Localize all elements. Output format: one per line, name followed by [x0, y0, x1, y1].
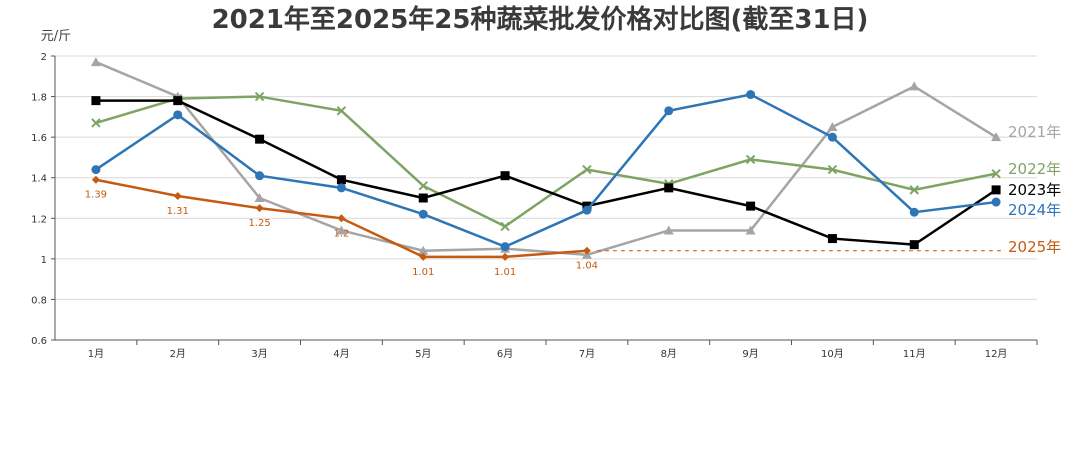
data-point — [255, 204, 264, 213]
data-label: 1.01 — [412, 267, 434, 278]
data-point — [991, 132, 1002, 142]
data-point — [337, 214, 346, 223]
data-point — [336, 175, 346, 185]
data-point — [500, 171, 510, 181]
y-tick-label: 2 — [41, 52, 47, 63]
y-tick-label: 1.8 — [31, 93, 47, 104]
x-tick-label: 3月 — [251, 348, 267, 360]
data-label: 1.39 — [85, 190, 107, 201]
data-point — [745, 225, 756, 235]
data-point — [336, 183, 346, 193]
y-tick-label: 1.6 — [31, 133, 47, 144]
y-axis-label: 元/斤 — [41, 29, 71, 44]
data-point — [91, 165, 101, 175]
data-point — [255, 134, 265, 144]
data-point — [500, 242, 510, 252]
data-point — [991, 168, 1001, 179]
x-tick-label: 11月 — [903, 348, 926, 360]
data-label: 1.01 — [494, 267, 516, 278]
data-label: 1.04 — [576, 261, 598, 272]
data-point — [664, 106, 674, 116]
x-tick-label: 2月 — [170, 348, 186, 360]
data-point — [909, 185, 919, 195]
data-point — [745, 154, 756, 165]
data-point — [746, 90, 756, 100]
data-label: 1.31 — [167, 206, 189, 217]
data-point — [827, 132, 837, 142]
series-line-2022年 — [95, 95, 997, 228]
data-label: 1.25 — [248, 218, 270, 229]
data-point — [419, 252, 428, 261]
data-point — [91, 118, 101, 128]
legend-label-2023年: 2023年 — [1008, 181, 1061, 199]
x-tick-label: 9月 — [742, 348, 758, 360]
y-tick-label: 0.6 — [31, 336, 47, 347]
data-point — [418, 245, 429, 255]
data-point — [336, 106, 347, 116]
data-point — [909, 240, 919, 250]
data-point — [90, 57, 101, 67]
data-point — [91, 175, 100, 184]
legend-label-2021年: 2021年 — [1008, 123, 1061, 141]
data-point — [827, 234, 837, 244]
x-tick-label: 4月 — [333, 348, 349, 360]
legend-label-2022年: 2022年 — [1008, 160, 1061, 178]
data-point — [173, 191, 182, 200]
data-point — [418, 209, 428, 219]
x-tick-label: 5月 — [415, 348, 431, 360]
legend-label-2025年: 2025年 — [1008, 238, 1061, 256]
data-point — [663, 225, 674, 235]
x-tick-label: 1月 — [88, 348, 104, 360]
data-point — [909, 207, 919, 217]
data-point — [418, 181, 428, 191]
y-tick-label: 1 — [41, 255, 47, 266]
x-tick-label: 12月 — [985, 348, 1008, 360]
data-point — [582, 205, 592, 215]
legend-label-2024年: 2024年 — [1008, 201, 1061, 219]
data-point — [582, 246, 591, 255]
data-point — [909, 81, 920, 91]
data-point — [991, 185, 1001, 195]
data-point — [500, 221, 510, 232]
data-point — [254, 193, 265, 202]
x-tick-label: 10月 — [821, 348, 844, 360]
series-line-2023年 — [95, 99, 997, 246]
data-point — [418, 193, 428, 203]
data-point — [827, 164, 838, 175]
y-tick-label: 1.4 — [31, 174, 47, 185]
data-point — [746, 201, 756, 211]
data-label: 1.2 — [333, 228, 349, 239]
data-point — [91, 96, 101, 106]
data-point — [336, 225, 347, 235]
y-tick-label: 1.2 — [31, 214, 47, 225]
y-tick-label: 0.8 — [31, 295, 47, 306]
data-point — [173, 96, 183, 106]
data-point — [501, 252, 510, 261]
series-line-2024年 — [95, 93, 997, 249]
data-point — [664, 183, 674, 193]
chart-title: 2021年至2025年25种蔬菜批发价格对比图(截至31日) — [212, 4, 869, 35]
series-line-2021年 — [95, 60, 997, 257]
x-tick-label: 7月 — [579, 348, 595, 360]
data-point — [255, 171, 265, 181]
data-point — [254, 91, 265, 102]
data-point — [582, 164, 592, 175]
data-point — [991, 197, 1001, 207]
x-tick-label: 6月 — [497, 348, 513, 360]
x-tick-label: 8月 — [661, 348, 677, 360]
data-point — [173, 110, 183, 120]
data-point — [827, 122, 838, 131]
